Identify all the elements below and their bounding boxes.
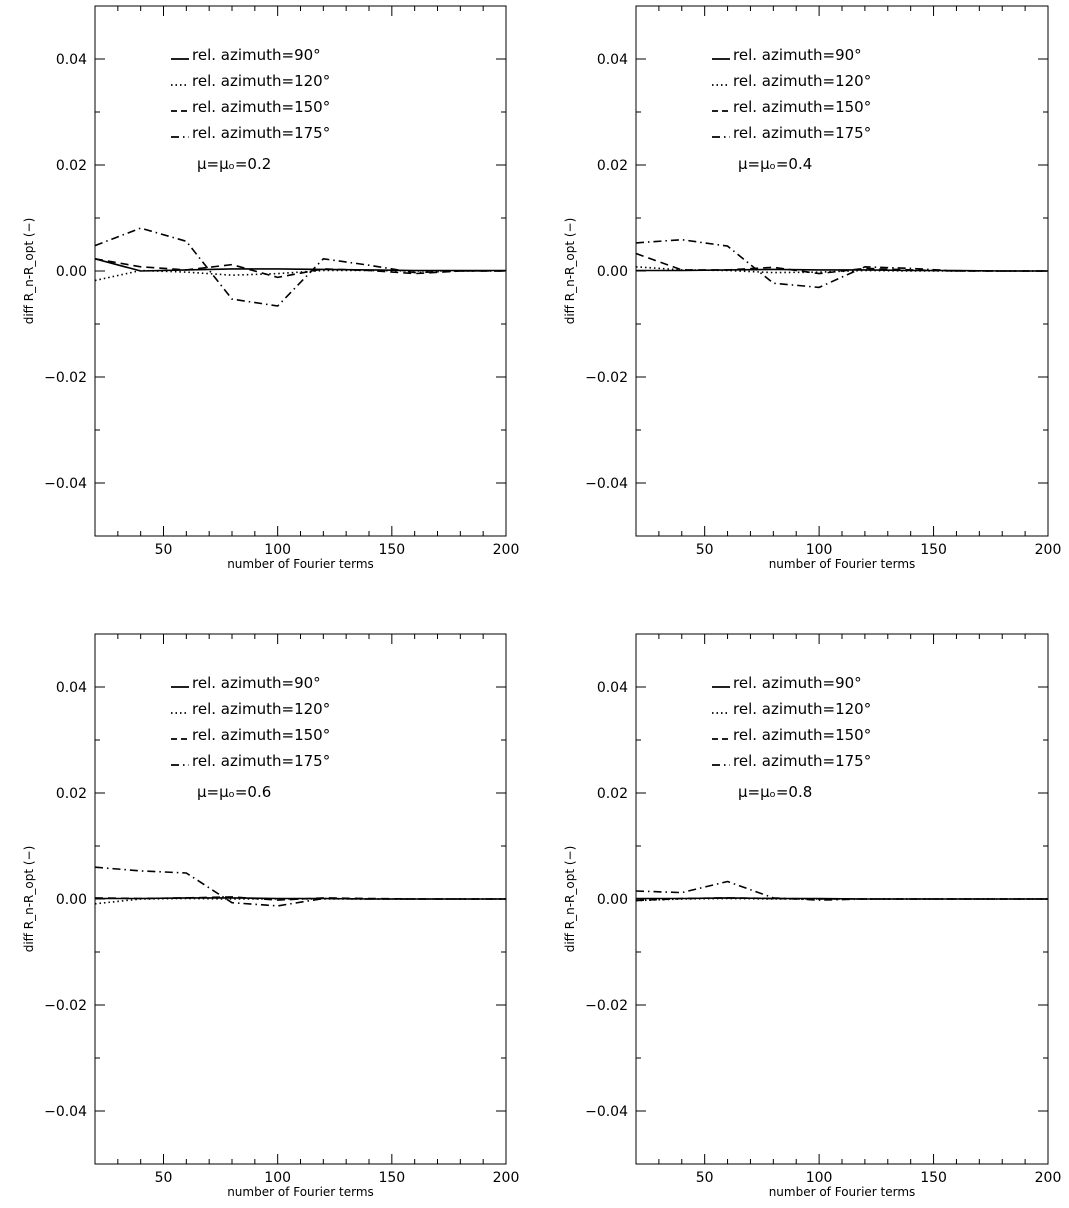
y-tick-label: 0.04 bbox=[597, 52, 628, 68]
legend-label: rel. azimuth=90° bbox=[733, 674, 862, 692]
series-line-dashed bbox=[635, 897, 1048, 902]
x-tick-label: 100 bbox=[806, 542, 833, 558]
x-tick-label: 200 bbox=[1035, 1170, 1062, 1186]
legend-label: rel. azimuth=120° bbox=[192, 700, 330, 718]
y-axis-title: diff R_n-R_opt (−) bbox=[563, 846, 577, 953]
y-tick-label: 0.00 bbox=[56, 892, 87, 908]
y-tick-label: −0.02 bbox=[585, 370, 628, 386]
y-tick-label: −0.04 bbox=[44, 476, 87, 492]
mu-annotation: μ=μₒ=0.2 bbox=[197, 155, 271, 173]
y-tick-label: −0.04 bbox=[585, 476, 628, 492]
x-axis-title: number of Fourier terms bbox=[227, 557, 374, 571]
y-tick-label: 0.02 bbox=[56, 158, 87, 174]
legend-label: rel. azimuth=175° bbox=[733, 124, 871, 142]
y-tick-label: 0.00 bbox=[56, 264, 87, 280]
y-tick-label: 0.04 bbox=[56, 680, 87, 696]
y-tick-label: −0.02 bbox=[44, 370, 87, 386]
legend-label: rel. azimuth=150° bbox=[733, 726, 871, 744]
y-tick-label: 0.04 bbox=[597, 680, 628, 696]
x-tick-label: 200 bbox=[1035, 542, 1062, 558]
y-tick-label: 0.04 bbox=[56, 52, 87, 68]
y-tick-label: 0.02 bbox=[597, 158, 628, 174]
legend-label: rel. azimuth=175° bbox=[192, 752, 330, 770]
y-tick-label: 0.00 bbox=[597, 264, 628, 280]
x-tick-label: 100 bbox=[806, 1170, 833, 1186]
legend-label: rel. azimuth=120° bbox=[733, 72, 871, 90]
x-tick-label: 50 bbox=[155, 1170, 173, 1186]
series-line-dashed bbox=[635, 252, 1048, 275]
panel-3: 50 100 150 200 0.04 0.02 0.00 −0.02 −0.04 number … bbox=[22, 633, 520, 1199]
panel-2: 50 100 150 200 0.04 0.02 0.00 −0.02 −0.04 number … bbox=[563, 5, 1062, 571]
legend-label: rel. azimuth=90° bbox=[192, 674, 321, 692]
y-tick-label: 0.00 bbox=[597, 892, 628, 908]
panel-1: 50 100 150 200 0.04 0.02 0.00 −0.02 −0.04 number … bbox=[22, 5, 520, 571]
series-line-dashdot bbox=[635, 238, 1048, 289]
y-tick-label: 0.02 bbox=[597, 786, 628, 802]
x-tick-label: 100 bbox=[264, 542, 291, 558]
legend-label: rel. azimuth=90° bbox=[192, 46, 321, 64]
legend-label: rel. azimuth=120° bbox=[733, 700, 871, 718]
legend-label: rel. azimuth=175° bbox=[733, 752, 871, 770]
series-line-solid bbox=[95, 897, 506, 900]
x-tick-label: 100 bbox=[264, 1170, 291, 1186]
x-axis-title: number of Fourier terms bbox=[769, 1185, 916, 1199]
legend-label: rel. azimuth=150° bbox=[192, 98, 330, 116]
x-tick-label: 150 bbox=[378, 542, 405, 558]
legend-label: rel. azimuth=150° bbox=[733, 98, 871, 116]
panel-4: 50 100 150 200 0.04 0.02 0.00 −0.02 −0.04 number … bbox=[563, 633, 1062, 1199]
series-line-dashdot bbox=[635, 880, 1048, 901]
y-axis-title: diff R_n-R_opt (−) bbox=[563, 218, 577, 325]
y-tick-label: −0.02 bbox=[44, 998, 87, 1014]
x-tick-label: 200 bbox=[493, 1170, 520, 1186]
x-tick-label: 200 bbox=[493, 542, 520, 558]
series-line-dashdot bbox=[94, 866, 506, 907]
x-tick-label: 50 bbox=[155, 542, 173, 558]
y-tick-label: −0.04 bbox=[44, 1104, 87, 1120]
series-line-dashdot bbox=[94, 227, 506, 307]
x-tick-label: 150 bbox=[920, 1170, 947, 1186]
legend-label: rel. azimuth=150° bbox=[192, 726, 330, 744]
y-tick-label: 0.02 bbox=[56, 786, 87, 802]
series-line-dashed bbox=[94, 258, 506, 279]
x-tick-label: 50 bbox=[696, 1170, 714, 1186]
x-axis-title: number of Fourier terms bbox=[227, 1185, 374, 1199]
x-axis-title: number of Fourier terms bbox=[769, 557, 916, 571]
y-axis-title: diff R_n-R_opt (−) bbox=[22, 846, 36, 953]
legend-label: rel. azimuth=175° bbox=[192, 124, 330, 142]
legend-label: rel. azimuth=120° bbox=[192, 72, 330, 90]
x-tick-label: 50 bbox=[696, 542, 714, 558]
y-tick-label: −0.02 bbox=[585, 998, 628, 1014]
mu-annotation: μ=μₒ=0.8 bbox=[738, 783, 812, 801]
series-line-solid bbox=[94, 258, 506, 272]
x-tick-label: 150 bbox=[920, 542, 947, 558]
mu-annotation: μ=μₒ=0.4 bbox=[738, 155, 812, 173]
y-axis-title: diff R_n-R_opt (−) bbox=[22, 218, 36, 325]
x-tick-label: 150 bbox=[378, 1170, 405, 1186]
mu-annotation: μ=μₒ=0.6 bbox=[197, 783, 271, 801]
y-tick-label: −0.04 bbox=[585, 1104, 628, 1120]
legend-label: rel. azimuth=90° bbox=[733, 46, 862, 64]
